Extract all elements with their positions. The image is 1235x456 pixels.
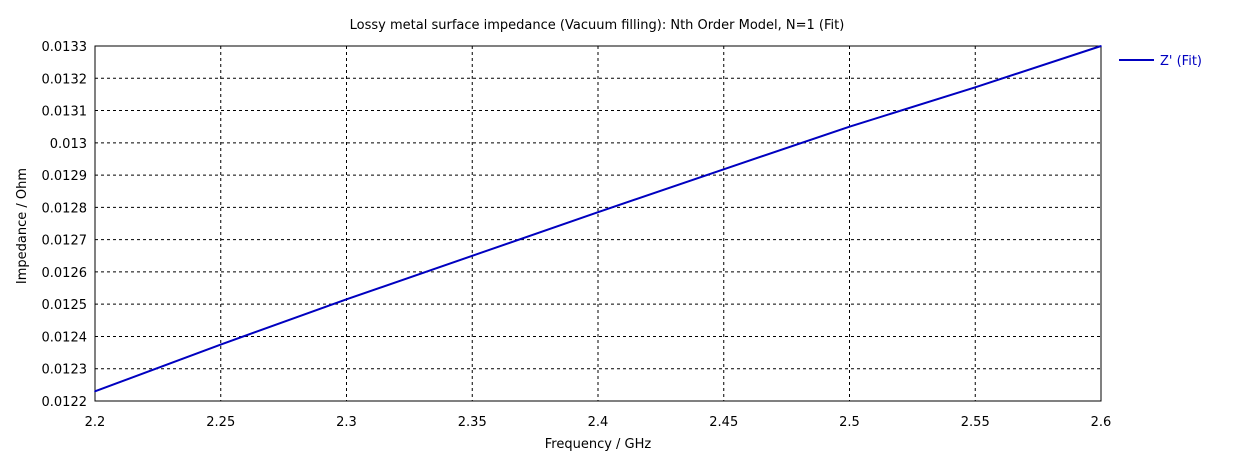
x-tick-label: 2.4 — [588, 415, 609, 430]
y-tick-label: 0.0123 — [42, 363, 88, 378]
y-tick-label: 0.0129 — [42, 169, 88, 184]
x-tick-label: 2.6 — [1091, 415, 1112, 430]
series-group — [94, 45, 1102, 393]
x-tick-label: 2.5 — [839, 415, 860, 430]
x-tick-label: 2.55 — [961, 415, 990, 430]
x-tick-label: 2.3 — [336, 415, 357, 430]
x-axis-label: Frequency / GHz — [545, 437, 652, 452]
x-tick-label: 2.2 — [85, 415, 106, 430]
y-tick-label: 0.0127 — [42, 234, 88, 249]
y-axis-label: Impedance / Ohm — [15, 168, 30, 284]
data-point — [597, 211, 599, 214]
y-tick-label: 0.013 — [50, 137, 87, 152]
y-tick-label: 0.0132 — [42, 72, 88, 87]
data-point — [1100, 45, 1102, 47]
y-tick-label: 0.0128 — [42, 201, 88, 216]
legend-label: Z' (Fit) — [1160, 54, 1202, 69]
y-tick-label: 0.0131 — [42, 105, 88, 120]
y-tick-label: 0.0125 — [42, 298, 88, 313]
x-tick-label: 2.45 — [709, 415, 738, 430]
x-tick-label: 2.35 — [458, 415, 487, 430]
data-point — [471, 254, 474, 257]
data-point — [974, 86, 977, 89]
x-axis: 2.2 2.25 2.3 2.35 2.4 2.45 2.5 2.55 2.6 — [85, 415, 1112, 430]
legend[interactable]: Z' (Fit) — [1119, 54, 1202, 69]
chart-title: Lossy metal surface impedance (Vacuum fi… — [350, 18, 845, 33]
grid — [95, 46, 1101, 401]
y-tick-label: 0.0126 — [42, 266, 88, 281]
series-line — [94, 45, 1102, 393]
data-point — [722, 168, 725, 171]
y-tick-label: 0.0124 — [42, 330, 88, 345]
data-point — [219, 343, 222, 346]
y-tick-label: 0.0133 — [42, 40, 88, 55]
data-point — [345, 298, 348, 301]
x-tick-label: 2.25 — [206, 415, 235, 430]
plot-area — [94, 45, 1102, 402]
y-axis: 0.0122 0.0123 0.0124 0.0125 0.0126 0.0127 0.01… — [42, 40, 88, 410]
y-tick-label: 0.0122 — [42, 395, 88, 410]
data-point — [94, 390, 96, 393]
data-point — [848, 125, 851, 128]
